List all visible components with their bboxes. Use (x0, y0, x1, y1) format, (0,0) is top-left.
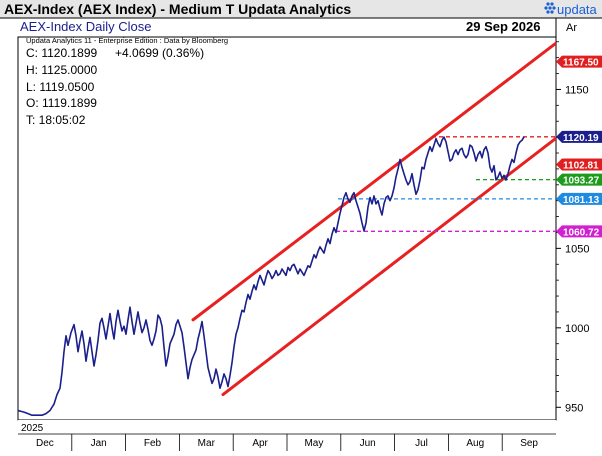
x-tick-label: Feb (144, 438, 162, 449)
level-tag-1081.13: 1081.13 (556, 192, 602, 206)
level-tag-1060.72: 1060.72 (556, 225, 602, 238)
ohlc-open: O: 1119.1899 (26, 96, 97, 110)
level-tag-label: 1102.81 (563, 160, 599, 171)
channel-lower-line (221, 136, 556, 397)
level-tag-bg (556, 130, 602, 143)
x-tick-label: Apr (252, 438, 268, 449)
x-tick-label: Aug (466, 438, 484, 449)
level-tag-bg (556, 173, 602, 186)
level-tag-1102.81: 1102.81 (556, 158, 602, 171)
level-tag-bg (556, 158, 602, 171)
x-axis-ticks: Dec Jan Feb Mar Apr May Jun Jul Aug Sep (36, 434, 538, 451)
chart-subtitle: AEX-Index Daily Close (20, 19, 152, 34)
title-bar-bg (0, 0, 602, 18)
y-tick-label: 1050 (565, 243, 589, 255)
chart-date: 29 Sep 2026 (466, 19, 540, 34)
ohlc-close: C: 1120.1899 (26, 46, 97, 60)
axis-unit: Ar (566, 22, 577, 34)
updata-logo-icon (544, 2, 556, 14)
level-tag-bg (556, 192, 602, 205)
level-tag-bg (556, 55, 602, 68)
y-axis-ticks: 950 1000 1050 1150 (556, 41, 589, 414)
trend-channel (191, 41, 556, 397)
level-tag-label: 1060.72 (563, 227, 600, 238)
x-tick-label: May (304, 438, 323, 449)
y-tick-label: 1000 (565, 323, 589, 335)
series-line-close (18, 136, 525, 417)
channel-upper-line (191, 41, 556, 322)
brand-name: updata (557, 2, 598, 17)
level-tag-label: 1093.27 (563, 176, 600, 187)
x-tick-label: Dec (36, 438, 54, 449)
level-tag-bg (556, 225, 602, 238)
level-tag-1120.19: 1120.19 (556, 130, 602, 144)
level-tag-1093.27: 1093.27 (556, 173, 602, 187)
y-tick-label: 950 (565, 402, 583, 414)
plot-area (17, 36, 557, 421)
ohlc-time: T: 18:05:02 (26, 113, 86, 127)
x-tick-label: Sep (520, 438, 538, 449)
level-tag-label: 1120.19 (563, 133, 599, 144)
ohlc-low: L: 1119.0500 (26, 80, 95, 94)
ohlc-change: +4.0699 (0.36%) (115, 46, 204, 60)
x-tick-label: Mar (198, 438, 216, 449)
x-tick-label: Jul (415, 438, 428, 449)
level-tags: 1167.50 1120.19 1102.81 1093.27 1081.13 1060.… (556, 55, 602, 238)
level-tag-label: 1167.50 (563, 58, 599, 69)
window-title: AEX-Index (AEX Index) - Medium T Updata … (4, 1, 351, 17)
y-tick-label: 1150 (565, 84, 589, 96)
level-tag-1167.50: 1167.50 (556, 55, 602, 69)
ohlc-readout: C: 1120.1899 +4.0699 (0.36%) H: 1125.000… (26, 46, 204, 127)
x-tick-label: Jan (91, 438, 107, 449)
x-axis-year: 2025 (21, 423, 44, 434)
data-source: Updata Analytics 11 - Enterprise Edition… (26, 36, 228, 45)
plot-content (18, 41, 556, 417)
ohlc-high: H: 1125.0000 (26, 63, 97, 77)
x-tick-label: Jun (360, 438, 376, 449)
level-tag-label: 1081.13 (563, 195, 600, 206)
